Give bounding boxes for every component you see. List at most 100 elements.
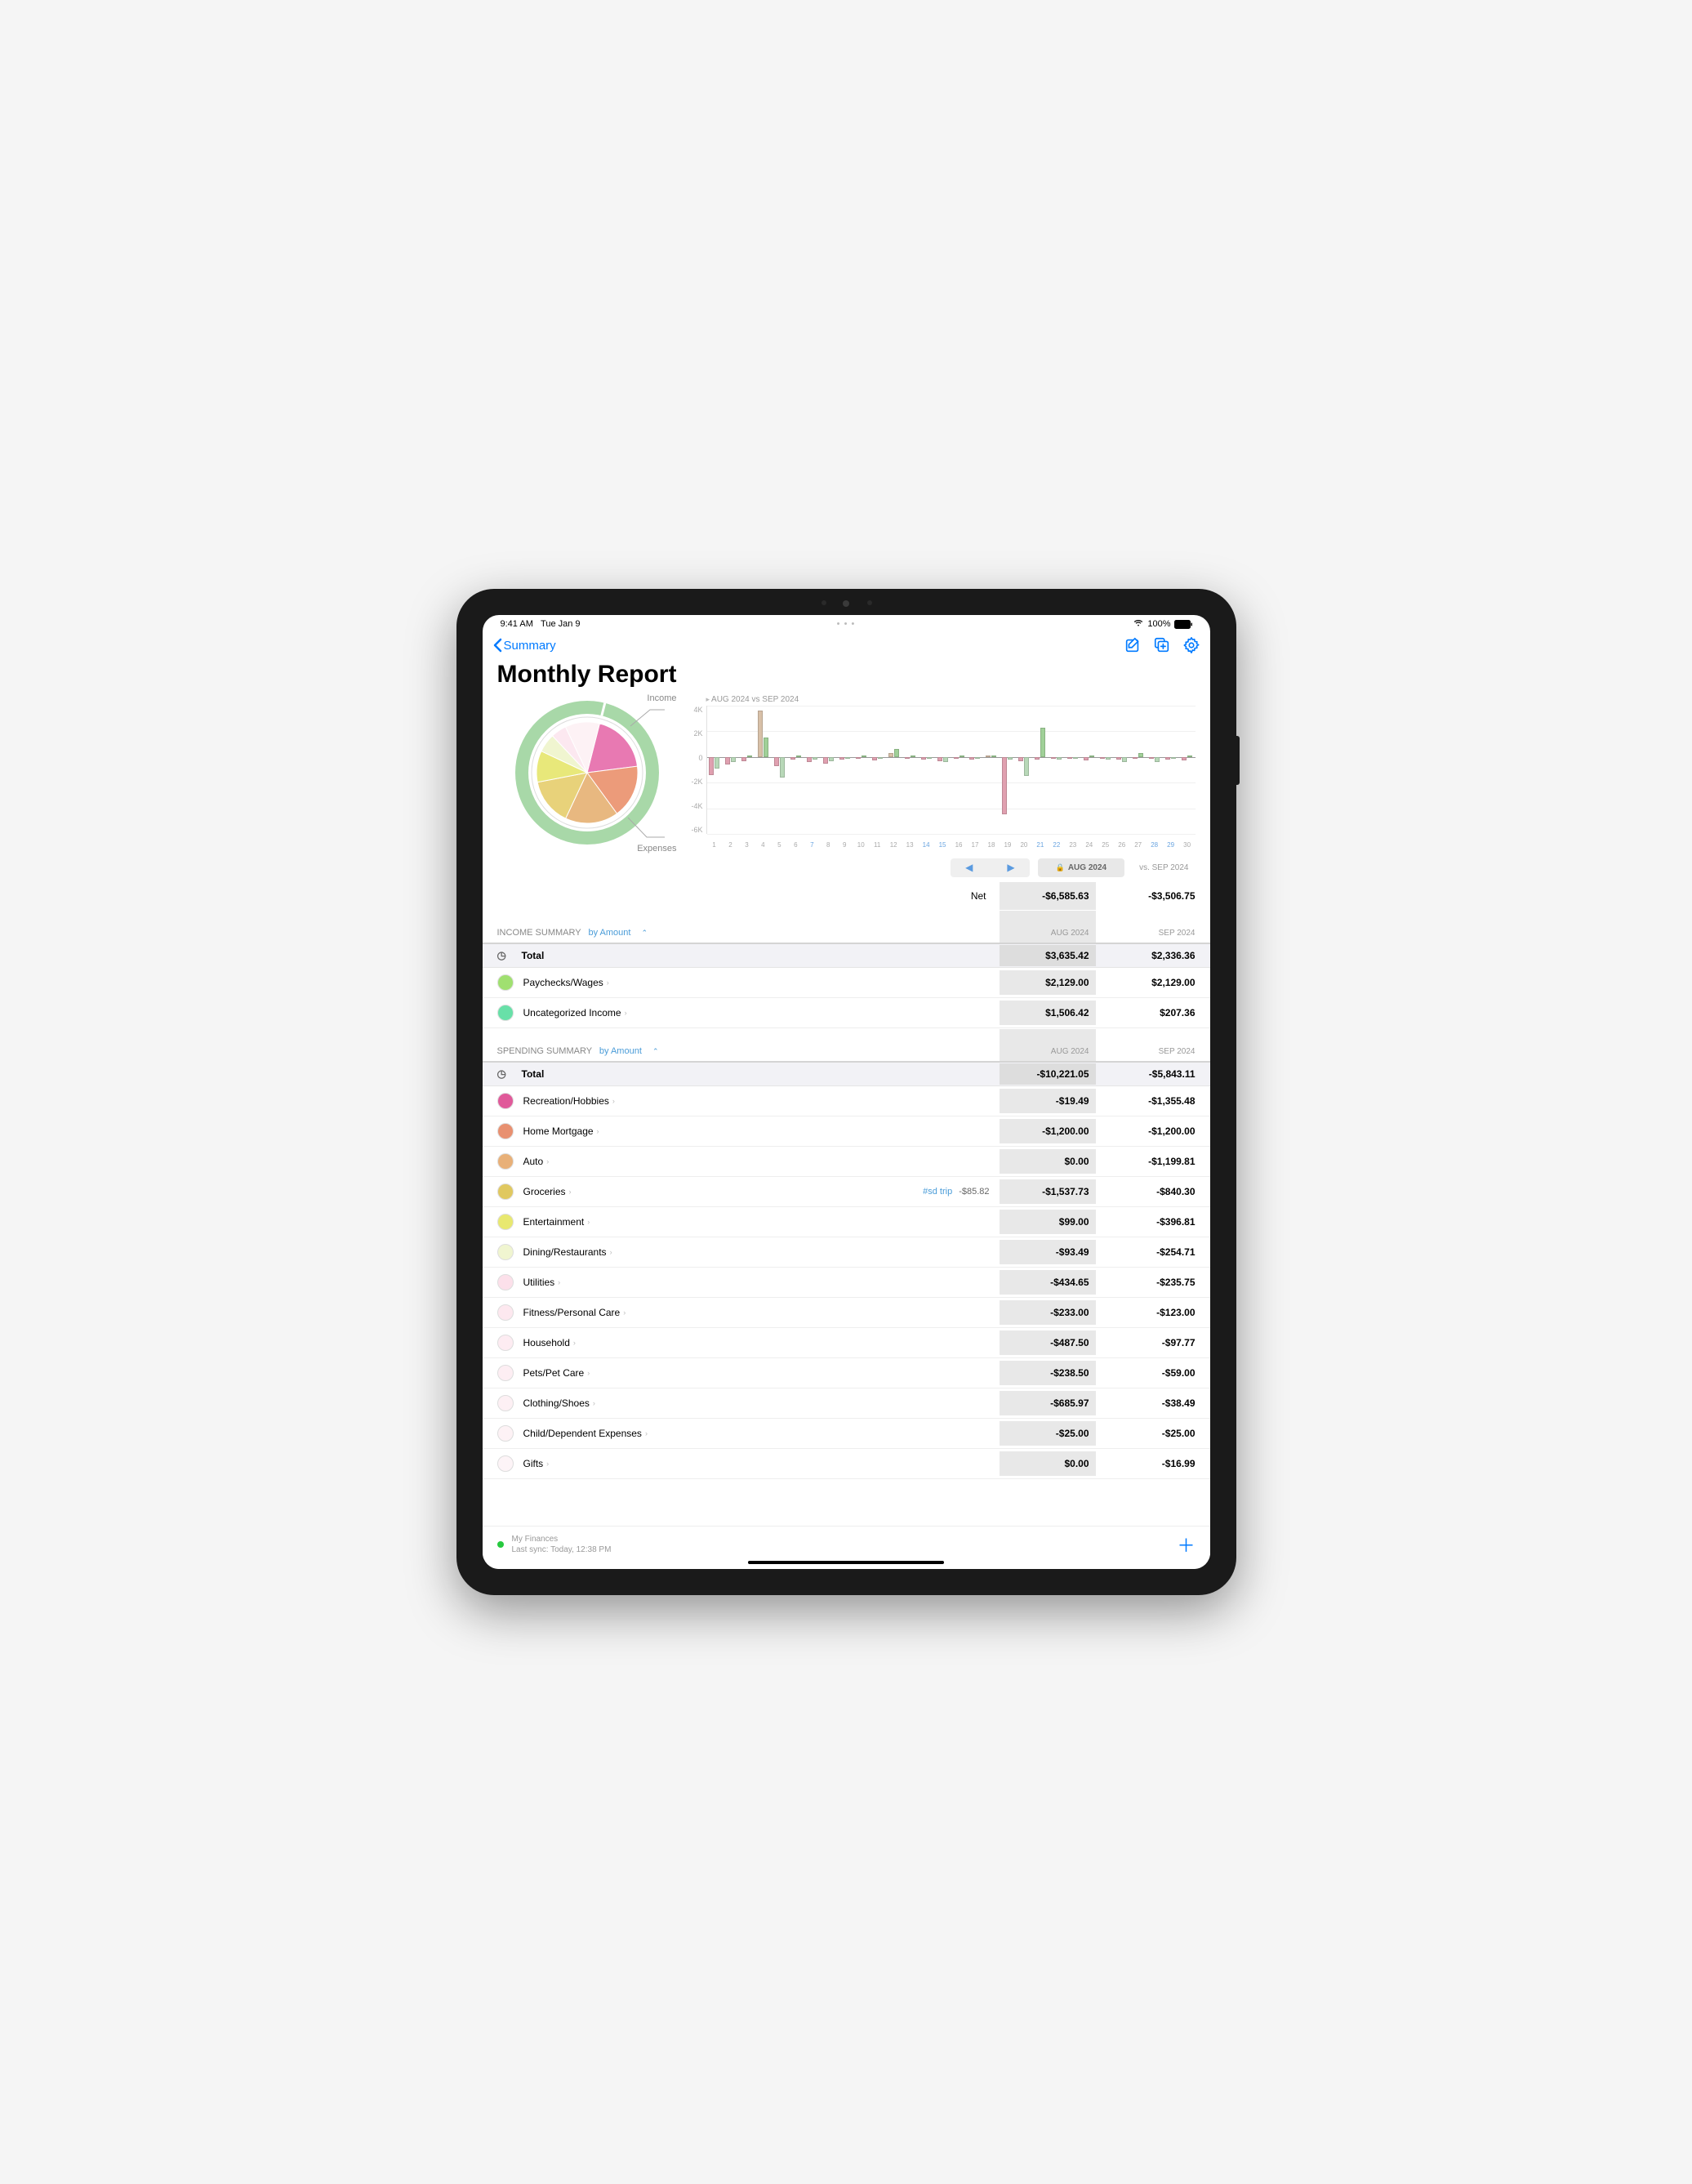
category-value-a: $2,129.00 [1000, 970, 1096, 995]
category-value-a: -$19.49 [1000, 1089, 1096, 1113]
chevron-right-icon: › [625, 1009, 627, 1017]
chevron-right-icon: › [610, 1248, 612, 1256]
income-total-b: $2,336.36 [1099, 950, 1196, 961]
income-section-header: INCOME SUMMARY by Amount ⌃ AUG 2024 SEP … [483, 910, 1210, 944]
category-value-b: -$235.75 [1099, 1277, 1196, 1288]
chevron-right-icon: › [597, 1127, 599, 1135]
period-prev-button[interactable]: ◀ [951, 862, 987, 874]
category-label: Fitness/Personal Care› [523, 1307, 1000, 1318]
spending-col-a-label: AUG 2024 [1000, 1029, 1096, 1061]
category-label: Entertainment› [523, 1216, 1000, 1228]
duplicate-icon[interactable] [1153, 636, 1171, 654]
chevron-right-icon: › [546, 1157, 549, 1166]
category-row[interactable]: Home Mortgage›-$1,200.00-$1,200.00 [483, 1117, 1210, 1147]
category-value-b: -$123.00 [1099, 1307, 1196, 1318]
camera-dot [843, 600, 849, 607]
category-color-dot [497, 1123, 514, 1139]
category-value-b: -$254.71 [1099, 1246, 1196, 1258]
category-color-dot [497, 1214, 514, 1230]
category-row[interactable]: Household›-$487.50-$97.77 [483, 1328, 1210, 1358]
compose-icon[interactable] [1124, 636, 1142, 654]
category-value-b: -$1,199.81 [1099, 1156, 1196, 1167]
clock-icon: ◷ [497, 949, 514, 962]
footer-sync-status[interactable]: My Finances Last sync: Today, 12:38 PM [497, 1534, 612, 1555]
period-current-button[interactable]: 🔒 AUG 2024 [1038, 858, 1124, 877]
home-indicator[interactable] [748, 1561, 944, 1564]
category-row[interactable]: Clothing/Shoes›-$685.97-$38.49 [483, 1388, 1210, 1419]
category-tag[interactable]: #sd trip [923, 1187, 952, 1197]
settings-gear-icon[interactable] [1182, 636, 1200, 654]
income-sort-button[interactable]: by Amount [588, 928, 630, 938]
spending-total-b: -$5,843.11 [1099, 1068, 1196, 1080]
net-value-b: -$3,506.75 [1099, 890, 1196, 902]
category-row[interactable]: Recreation/Hobbies›-$19.49-$1,355.48 [483, 1086, 1210, 1117]
chevron-right-icon: › [573, 1339, 576, 1347]
screen: 9:41 AM Tue Jan 9 • • • 100% Summary [483, 615, 1210, 1569]
nav-bar: Summary [483, 631, 1210, 657]
donut-chart[interactable]: Income Expenses [497, 695, 677, 850]
bar-chart[interactable]: AUG 2024 vs SEP 2024 4K2K0-2K-4K-6K 1234… [683, 695, 1196, 850]
category-row[interactable]: Uncategorized Income›$1,506.42$207.36 [483, 998, 1210, 1028]
category-row[interactable]: Groceries›#sd trip-$85.82-$1,537.73-$840… [483, 1177, 1210, 1207]
charts-row: Income Expenses AUG 2024 vs SEP 2024 4K2… [483, 695, 1210, 850]
income-total-label: Total [522, 950, 1000, 961]
category-label: Child/Dependent Expenses› [523, 1428, 1000, 1439]
caret-up-icon: ⌃ [642, 929, 648, 937]
category-row[interactable]: Paychecks/Wages›$2,129.00$2,129.00 [483, 968, 1210, 998]
category-value-a: $0.00 [1000, 1451, 1096, 1476]
spending-section-header: SPENDING SUMMARY by Amount ⌃ AUG 2024 SE… [483, 1028, 1210, 1063]
category-value-a: -$1,200.00 [1000, 1119, 1096, 1143]
category-color-dot [497, 1335, 514, 1351]
nav-actions [1124, 636, 1200, 654]
chevron-right-icon: › [593, 1399, 595, 1407]
category-row[interactable]: Utilities›-$434.65-$235.75 [483, 1268, 1210, 1298]
donut-expenses-label: Expenses [637, 844, 676, 854]
category-value-a: -$1,537.73 [1000, 1179, 1096, 1204]
donut-income-label: Income [647, 693, 676, 703]
category-row[interactable]: Fitness/Personal Care›-$233.00-$123.00 [483, 1298, 1210, 1328]
category-row[interactable]: Pets/Pet Care›-$238.50-$59.00 [483, 1358, 1210, 1388]
category-label: Auto› [523, 1156, 1000, 1167]
category-label: Clothing/Shoes› [523, 1397, 1000, 1409]
multitask-dots[interactable]: • • • [837, 619, 856, 629]
status-time-date: 9:41 AM Tue Jan 9 [501, 619, 581, 629]
category-color-dot [497, 1365, 514, 1381]
wifi-icon [1133, 618, 1144, 630]
category-color-dot [497, 1395, 514, 1411]
chevron-right-icon: › [558, 1278, 560, 1286]
category-row[interactable]: Entertainment›$99.00-$396.81 [483, 1207, 1210, 1237]
chevron-right-icon: › [607, 978, 609, 987]
net-label: Net [497, 890, 1000, 902]
add-button[interactable]: ＋ [1177, 1531, 1195, 1558]
category-color-dot [497, 1274, 514, 1290]
category-label: Household› [523, 1337, 1000, 1348]
income-total-row: ◷ Total $3,635.42 $2,336.36 [483, 944, 1210, 968]
category-value-b: -$97.77 [1099, 1337, 1196, 1348]
category-value-b: $2,129.00 [1099, 977, 1196, 988]
category-row[interactable]: Child/Dependent Expenses›-$25.00-$25.00 [483, 1419, 1210, 1449]
period-selector: ◀ ▶ 🔒 AUG 2024 vs. SEP 2024 [483, 850, 1210, 882]
category-label: Uncategorized Income› [523, 1007, 1000, 1018]
clock-icon: ◷ [497, 1067, 514, 1081]
sync-status-dot-icon [497, 1541, 504, 1548]
category-row[interactable]: Auto›$0.00-$1,199.81 [483, 1147, 1210, 1177]
spending-sort-button[interactable]: by Amount [599, 1046, 642, 1056]
category-label: Utilities› [523, 1277, 1000, 1288]
category-row[interactable]: Dining/Restaurants›-$93.49-$254.71 [483, 1237, 1210, 1268]
spending-col-b-label: SEP 2024 [1099, 1047, 1196, 1056]
category-label: Dining/Restaurants› [523, 1246, 1000, 1258]
category-label: Home Mortgage› [523, 1125, 1000, 1137]
category-value-a: $1,506.42 [1000, 1001, 1096, 1025]
category-row[interactable]: Gifts›$0.00-$16.99 [483, 1449, 1210, 1479]
back-button[interactable]: Summary [492, 638, 556, 653]
income-total-a: $3,635.42 [1000, 945, 1096, 966]
chevron-right-icon: › [645, 1429, 648, 1437]
chevron-right-icon: › [623, 1308, 626, 1317]
category-value-b: -$38.49 [1099, 1397, 1196, 1409]
period-compare-button[interactable]: vs. SEP 2024 [1133, 858, 1195, 877]
category-value-b: -$1,355.48 [1099, 1095, 1196, 1107]
category-tag-value: -$85.82 [959, 1187, 989, 1197]
income-rows: Paychecks/Wages›$2,129.00$2,129.00Uncate… [483, 968, 1210, 1028]
period-next-button[interactable]: ▶ [992, 862, 1029, 874]
battery-icon [1174, 620, 1192, 629]
